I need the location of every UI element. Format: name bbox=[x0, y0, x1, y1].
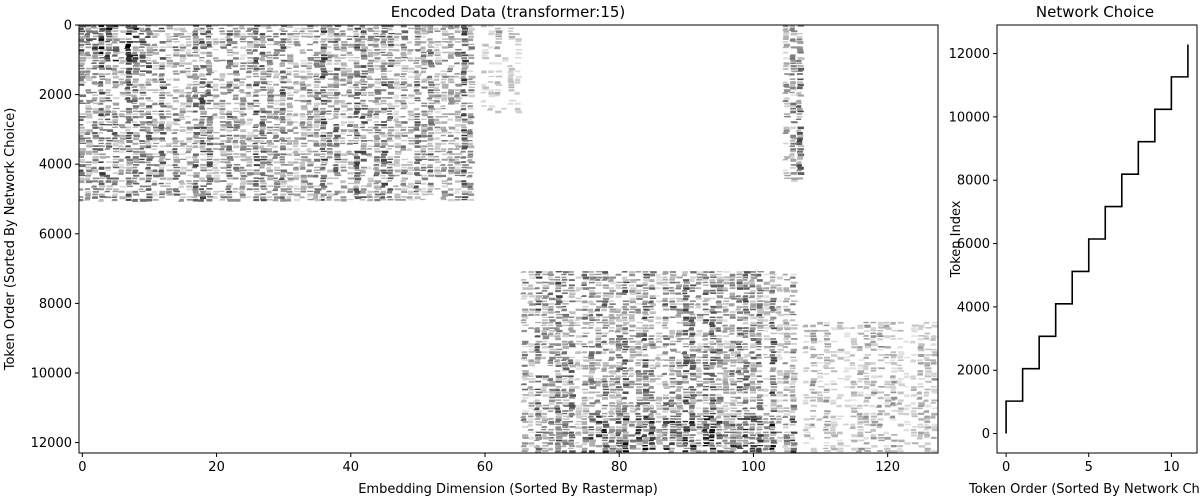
heatmap-y-tick-label: 8000 bbox=[39, 297, 72, 312]
heatmap-y-tick-label: 12000 bbox=[31, 436, 72, 451]
line-y-ticks: 0 2000 4000 6000 8000 10000 12000 bbox=[949, 47, 997, 442]
line-y-tick-label: 10000 bbox=[949, 110, 990, 125]
heatmap-panel: 0 20 40 60 80 100 120 0 2000 4000 6000 8000 10000 12… bbox=[3, 3, 939, 497]
line-x-label: Token Order (Sorted By Network Choice) bbox=[968, 482, 1200, 497]
heatmap-x-tick-label: 0 bbox=[78, 460, 86, 475]
heatmap-cells bbox=[79, 25, 938, 453]
line-y-tick-label: 6000 bbox=[957, 237, 990, 252]
line-x-tick-label: 5 bbox=[1085, 460, 1093, 475]
heatmap-y-tick-label: 4000 bbox=[39, 158, 72, 173]
line-x-tick-label: 10 bbox=[1163, 460, 1180, 475]
heatmap-y-tick-label: 10000 bbox=[31, 366, 72, 381]
heatmap-title: Encoded Data (transformer:15) bbox=[391, 3, 626, 21]
heatmap-x-tick-label: 60 bbox=[477, 460, 494, 475]
line-x-tick-label: 0 bbox=[1002, 460, 1010, 475]
heatmap-x-tick-label: 120 bbox=[875, 460, 900, 475]
heatmap-x-tick-label: 20 bbox=[208, 460, 225, 475]
line-y-tick-label: 12000 bbox=[949, 47, 990, 62]
network-choice-panel: 0 5 10 0 2000 4000 6000 8000 10000 12000 Network… bbox=[949, 3, 1200, 497]
heatmap-y-tick-label: 6000 bbox=[39, 227, 72, 242]
line-frame bbox=[996, 24, 1198, 454]
heatmap-y-label: Token Order (Sorted By Network Choice) bbox=[3, 108, 18, 372]
heatmap-y-tick-label: 0 bbox=[64, 19, 72, 34]
heatmap-x-tick-label: 40 bbox=[343, 460, 360, 475]
heatmap-cell-group bbox=[79, 25, 885, 453]
line-y-tick-label: 2000 bbox=[957, 364, 990, 379]
line-y-label: Token Index bbox=[949, 200, 964, 278]
heatmap-x-tick-label: 80 bbox=[611, 460, 628, 475]
line-x-ticks: 0 5 10 bbox=[1002, 453, 1180, 475]
line-title: Network Choice bbox=[1036, 3, 1154, 21]
heatmap-x-label: Embedding Dimension (Sorted By Rastermap… bbox=[358, 482, 658, 497]
heatmap-frame bbox=[78, 24, 939, 454]
network-choice-step-line bbox=[1005, 44, 1189, 434]
line-y-tick-label: 0 bbox=[982, 427, 990, 442]
heatmap-x-ticks: 0 20 40 60 80 100 120 bbox=[78, 453, 900, 475]
heatmap-x-tick-label: 100 bbox=[741, 460, 766, 475]
heatmap-y-tick-label: 2000 bbox=[39, 88, 72, 103]
line-y-tick-label: 4000 bbox=[957, 300, 990, 315]
heatmap-y-ticks: 0 2000 4000 6000 8000 10000 12000 bbox=[31, 19, 79, 451]
line-y-tick-label: 8000 bbox=[957, 174, 990, 189]
